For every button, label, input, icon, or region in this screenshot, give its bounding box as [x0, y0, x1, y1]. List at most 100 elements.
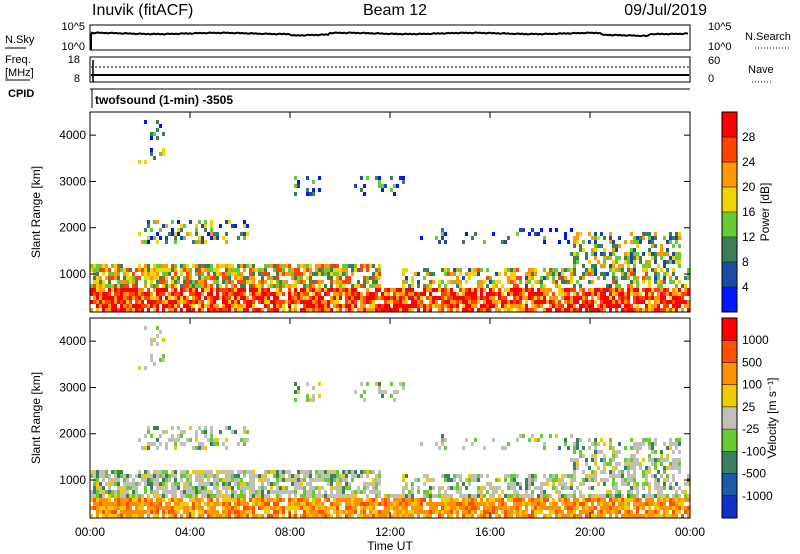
power-cell	[495, 284, 498, 288]
velocity-cell	[591, 478, 594, 482]
power-cell	[432, 280, 435, 284]
power-cell	[150, 268, 153, 272]
velocity-cell	[666, 510, 669, 514]
velocity-cell	[474, 506, 477, 510]
power-cell	[591, 264, 594, 268]
power-cell	[375, 288, 378, 292]
velocity-cell	[642, 486, 645, 490]
velocity-cell	[492, 510, 495, 514]
velocity-cell	[309, 486, 312, 490]
power-cell	[210, 236, 213, 240]
power-cell	[171, 280, 174, 284]
velocity-cell	[243, 486, 246, 490]
power-cell	[576, 260, 579, 264]
velocity-cell	[309, 470, 312, 474]
power-cell	[672, 256, 675, 260]
power-cell	[267, 304, 270, 308]
power-cell	[381, 184, 384, 188]
power-cell	[138, 268, 141, 272]
power-cell	[429, 292, 432, 296]
velocity-cell	[90, 514, 93, 518]
velocity-cell	[243, 490, 246, 494]
velocity-cell	[381, 394, 384, 398]
power-cell	[501, 300, 504, 304]
velocity-cell	[135, 474, 138, 478]
power-cell	[267, 308, 270, 312]
velocity-cell	[231, 498, 234, 502]
velocity-cell	[240, 494, 243, 498]
power-cell	[291, 272, 294, 276]
velocity-cell	[225, 494, 228, 498]
velocity-cell	[312, 394, 315, 398]
power-cell	[423, 304, 426, 308]
velocity-cell	[150, 442, 153, 446]
power-cell	[519, 276, 522, 280]
velocity-cell	[603, 502, 606, 506]
power-cell	[585, 256, 588, 260]
power-cell	[348, 264, 351, 268]
velocity-cell	[471, 502, 474, 506]
power-cell	[216, 280, 219, 284]
power-cell	[225, 272, 228, 276]
velocity-cell	[591, 506, 594, 510]
velocity-cell	[549, 478, 552, 482]
velocity-cell	[639, 498, 642, 502]
power-cell	[342, 288, 345, 292]
velocity-cell	[210, 490, 213, 494]
power-cell	[510, 300, 513, 304]
velocity-cell	[564, 474, 567, 478]
power-cell	[516, 276, 519, 280]
velocity-cell	[174, 438, 177, 442]
colorbar-tick-label: 8	[742, 255, 749, 269]
power-cell	[138, 160, 141, 164]
velocity-cell	[291, 514, 294, 518]
power-cell	[405, 276, 408, 280]
velocity-cell	[174, 502, 177, 506]
velocity-cell	[210, 510, 213, 514]
velocity-cell	[411, 482, 414, 486]
velocity-cell	[447, 478, 450, 482]
velocity-cell	[129, 482, 132, 486]
power-cell	[609, 296, 612, 300]
power-cell	[450, 296, 453, 300]
velocity-cell	[384, 498, 387, 502]
velocity-cell	[195, 498, 198, 502]
velocity-cell	[153, 490, 156, 494]
velocity-cell	[624, 466, 627, 470]
velocity-cell	[615, 482, 618, 486]
velocity-cell	[345, 506, 348, 510]
velocity-cell	[267, 478, 270, 482]
power-cell	[549, 308, 552, 312]
velocity-cell	[252, 498, 255, 502]
power-cell	[348, 292, 351, 296]
velocity-cell	[594, 478, 597, 482]
velocity-cell	[339, 482, 342, 486]
velocity-cell	[642, 474, 645, 478]
power-cell	[504, 272, 507, 276]
velocity-cell	[621, 474, 624, 478]
velocity-cell	[588, 506, 591, 510]
velocity-cell	[543, 502, 546, 506]
power-cell	[651, 288, 654, 292]
power-cell	[381, 292, 384, 296]
power-cell	[594, 244, 597, 248]
velocity-cell	[549, 502, 552, 506]
power-cell	[588, 260, 591, 264]
power-cell	[636, 288, 639, 292]
power-cell	[129, 280, 132, 284]
power-cell	[207, 264, 210, 268]
velocity-cell	[351, 478, 354, 482]
power-cell	[144, 304, 147, 308]
velocity-cell	[675, 506, 678, 510]
velocity-cell	[255, 514, 258, 518]
velocity-cell	[117, 494, 120, 498]
velocity-cell	[492, 498, 495, 502]
velocity-cell	[642, 458, 645, 462]
velocity-cell	[648, 458, 651, 462]
velocity-cell	[564, 438, 567, 442]
velocity-cell	[339, 502, 342, 506]
power-cell	[264, 296, 267, 300]
velocity-cell	[393, 514, 396, 518]
velocity-cell	[222, 498, 225, 502]
power-cell	[315, 296, 318, 300]
